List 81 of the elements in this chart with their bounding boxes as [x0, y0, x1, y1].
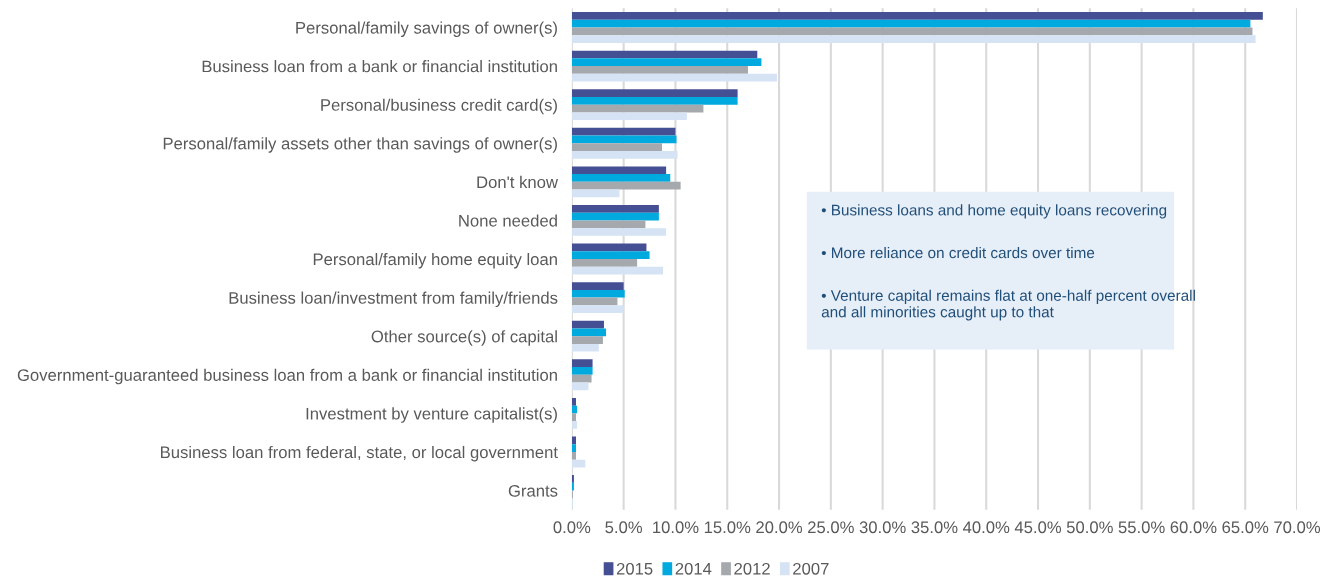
bar — [571, 181, 681, 190]
x-tick-label: 65.0% — [1222, 521, 1269, 534]
bar — [571, 212, 659, 221]
bar — [571, 421, 578, 429]
bar — [571, 382, 589, 391]
bar — [571, 444, 576, 452]
y-tick-label: Personal/family home equity loan — [313, 252, 557, 269]
bar — [571, 328, 607, 337]
x-tick-label: 60.0% — [1170, 521, 1217, 534]
bar — [571, 220, 646, 229]
bar — [571, 150, 678, 159]
x-tick-label: 25.0% — [808, 521, 854, 534]
x-tick-label: 40.0% — [962, 521, 1010, 534]
x-tick-label: 45.0% — [1014, 521, 1062, 534]
bar — [571, 228, 667, 236]
x-tick-label: 5.0% — [605, 521, 643, 534]
annotation: • More reliance on credit cards over time — [821, 247, 1095, 259]
bar — [571, 475, 574, 483]
y-tick-label: Investment by venture capitalist(s) — [306, 407, 557, 423]
bar — [571, 112, 687, 121]
bar — [571, 73, 777, 82]
bar — [571, 189, 620, 198]
x-tick-label: 55.0% — [1118, 521, 1165, 534]
bar — [571, 104, 704, 113]
x-tick-label: 20.0% — [756, 521, 803, 534]
bar — [571, 174, 671, 182]
x-tick-label: 0.0% — [553, 521, 591, 534]
bar — [571, 89, 738, 97]
bar — [571, 12, 1263, 20]
bar — [571, 35, 1256, 43]
bar — [571, 66, 748, 74]
bar — [571, 19, 1251, 28]
bar — [571, 135, 677, 144]
bar — [571, 374, 592, 383]
bar — [571, 282, 624, 290]
bar — [571, 320, 604, 329]
annotation: • Venture capital remains flat at one-half percent overall and all minorities caught up to that — [821, 289, 1195, 321]
x-tick-label: 30.0% — [859, 521, 906, 534]
bar — [571, 166, 667, 175]
y-tick-label: Government-guaranteed business loan from a bank or financial institution — [17, 368, 557, 385]
bar — [571, 96, 738, 105]
y-tick-label: Grants — [508, 484, 558, 497]
bar — [571, 359, 593, 368]
bar — [571, 204, 659, 213]
x-tick-label: 15.0% — [704, 521, 751, 534]
bar — [571, 482, 574, 491]
annotation: • Business loans and home equity loans recovering — [821, 204, 1167, 219]
y-tick-label: Business loan from a bank or financial institution — [202, 60, 557, 73]
bar — [571, 336, 603, 344]
bar — [571, 143, 662, 151]
bar — [571, 259, 638, 267]
bar — [571, 58, 762, 67]
bar — [571, 343, 599, 352]
bar — [571, 50, 758, 59]
legend-label: 2007 — [793, 562, 829, 575]
legend-label: 2015 — [616, 562, 653, 575]
bar — [571, 451, 576, 460]
y-tick-label: Business loan/investment from family/friends — [229, 291, 558, 308]
bar — [571, 243, 647, 252]
y-tick-label: Personal/family assets other than savings of owner(s) — [163, 137, 557, 153]
bar — [571, 413, 576, 422]
bar — [571, 266, 664, 275]
legend-label: 2014 — [675, 562, 712, 575]
x-tick-label: 10.0% — [653, 521, 699, 534]
bar — [571, 27, 1253, 36]
bar — [571, 289, 625, 298]
bar — [571, 367, 593, 375]
y-tick-label: Don't know — [477, 175, 559, 189]
x-tick-label: 50.0% — [1066, 521, 1113, 534]
bar — [571, 127, 676, 136]
bar — [571, 251, 650, 260]
y-tick-label: Personal/business credit card(s) — [321, 98, 557, 115]
bar — [571, 397, 576, 406]
legend-label: 2012 — [734, 562, 770, 575]
x-tick-label: 35.0% — [911, 521, 958, 534]
y-tick-label: Other source(s) of capital — [371, 330, 557, 346]
y-tick-label: Personal/family savings of owner(s) — [296, 21, 557, 37]
y-tick-label: None needed — [459, 214, 557, 227]
x-tick-label: 70.0% — [1274, 521, 1321, 534]
y-tick-label: Business loan from federal, state, or local government — [161, 445, 558, 462]
bar — [571, 305, 624, 314]
